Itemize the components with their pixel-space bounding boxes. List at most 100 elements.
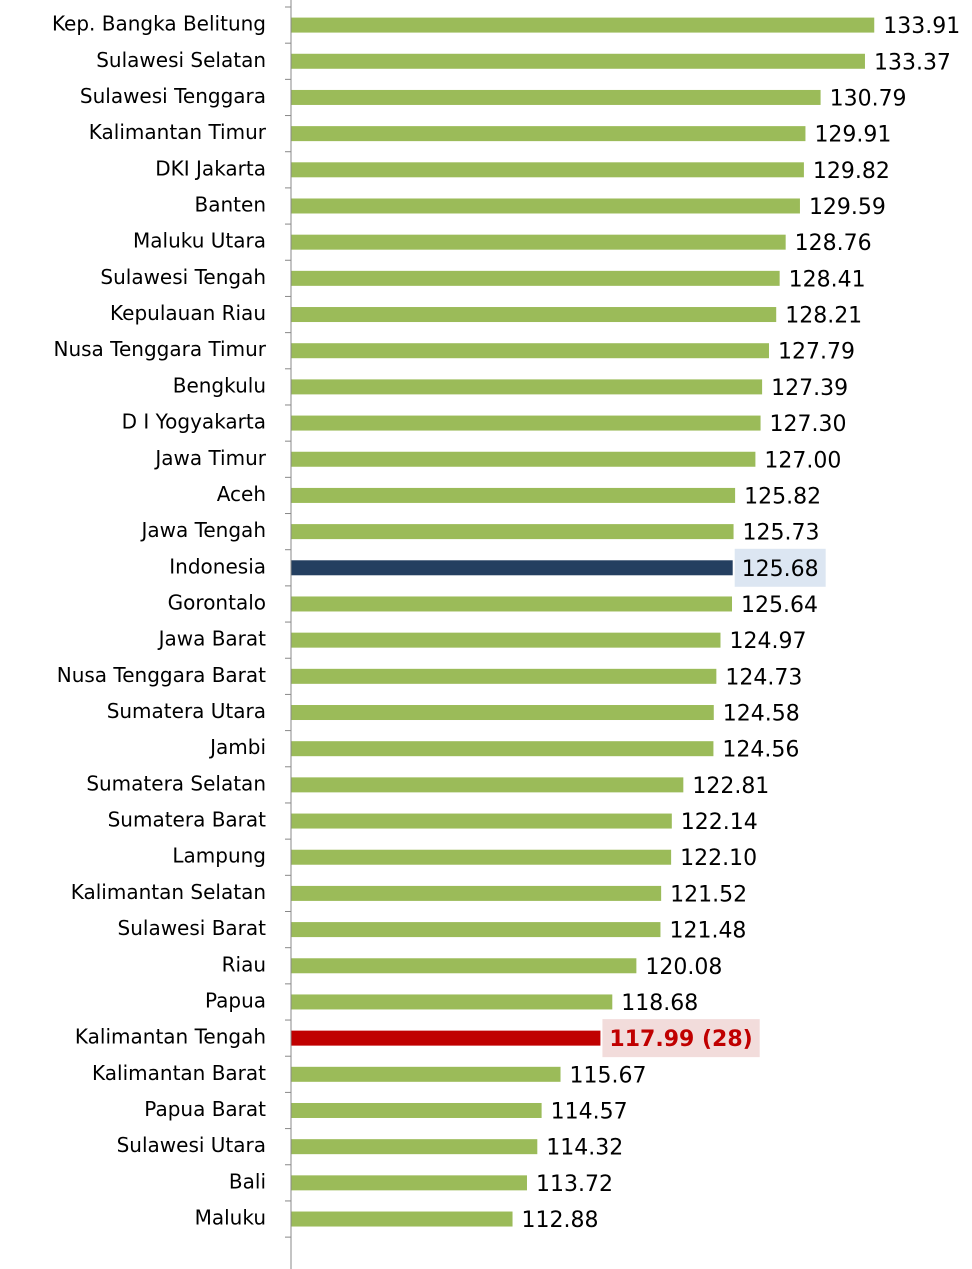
bar [291,1211,513,1227]
bar [291,885,662,901]
value-label: 124.73 [725,665,802,690]
value-label: 118.68 [621,991,698,1016]
value-label: 128.41 [789,267,866,292]
category-label: Sumatera Utara [107,699,266,723]
category-label: Banten [195,192,266,216]
value-label: 117.99 (28) [609,1027,752,1052]
bar [291,1066,561,1082]
bar [291,198,800,214]
value-label: 133.91 [883,14,960,39]
category-label: Kalimantan Tengah [75,1025,266,1049]
category-label: Sumatera Selatan [86,771,266,795]
value-label: 124.58 [723,702,800,727]
value-label: 121.48 [669,919,746,944]
bar [291,741,714,757]
bar [291,126,806,142]
category-label: Sulawesi Utara [117,1133,266,1157]
category-label: Lampung [172,844,266,868]
category-label: Nusa Tenggara Timur [54,337,267,361]
category-label: Nusa Tenggara Barat [57,663,266,687]
bar [291,1030,601,1046]
bar [291,1102,542,1118]
value-label: 128.21 [785,304,862,329]
value-label: 122.14 [681,810,758,835]
category-label: Indonesia [169,554,266,578]
bar [291,17,875,33]
bar [291,1139,538,1155]
value-label: 133.37 [874,50,951,75]
bar [291,487,736,503]
category-label: Jambi [208,735,266,759]
value-label: 125.64 [741,593,818,618]
value-label: 121.52 [670,882,747,907]
bar [291,994,613,1010]
value-label: 122.81 [692,774,769,799]
bar [291,234,786,250]
category-label: DKI Jakarta [155,156,266,180]
value-label: 124.97 [729,629,806,654]
value-label: 127.30 [770,412,847,437]
bar [291,922,661,938]
value-label: 113.72 [536,1172,613,1197]
bar [291,1175,527,1191]
value-label: 122.10 [680,846,757,871]
category-label: Riau [222,952,266,976]
category-label: Jawa Tengah [139,518,266,542]
category-label: Sulawesi Barat [118,916,267,940]
category-label: Bengkulu [173,373,266,397]
value-label: 125.82 [744,484,821,509]
bar [291,89,821,105]
bar [291,668,717,684]
category-label: Sulawesi Tengah [100,265,266,289]
bar [291,596,733,612]
bar [291,958,637,974]
bar [291,415,761,431]
value-label: 120.08 [645,955,722,980]
bar [291,560,733,576]
label-box [734,548,826,587]
value-label: 125.68 [742,557,819,582]
value-label: 114.32 [546,1136,623,1161]
value-label: 112.88 [522,1208,599,1233]
category-label: D I Yogyakarta [122,410,266,434]
category-label: Maluku [195,1206,266,1230]
bar [291,379,763,395]
value-label: 125.73 [743,521,820,546]
value-label: 127.79 [778,340,855,365]
bar [291,813,672,829]
bar [291,705,714,721]
category-label: Jawa Barat [157,627,267,651]
value-label: 129.59 [809,195,886,220]
category-label: Sumatera Barat [108,808,267,832]
bar [291,343,769,359]
bar [291,632,721,648]
bar [291,53,865,69]
category-label: Bali [229,1169,266,1193]
category-label: Maluku Utara [133,229,266,253]
value-label: 127.39 [771,376,848,401]
category-label: Sulawesi Tenggara [80,84,266,108]
bar [291,849,672,865]
category-label: Kepulauan Riau [110,301,266,325]
bar [291,524,734,540]
category-label: Kalimantan Timur [89,120,267,144]
category-label: Aceh [217,482,266,506]
value-label: 129.91 [814,123,891,148]
category-label: Kalimantan Selatan [71,880,266,904]
value-label: 115.67 [570,1063,647,1088]
category-label: Sulawesi Selatan [96,48,266,72]
label-box [602,1019,760,1058]
bar [291,451,756,467]
bar [291,307,777,323]
bar [291,162,804,178]
category-label: Papua [205,988,266,1012]
value-label: 124.56 [722,738,799,763]
value-label: 127.00 [764,448,841,473]
category-label: Kalimantan Barat [92,1061,266,1085]
value-label: 114.57 [551,1099,628,1124]
category-label: Jawa Timur [153,446,266,470]
bar [291,270,780,286]
bar [291,777,684,793]
category-label: Papua Barat [144,1097,266,1121]
